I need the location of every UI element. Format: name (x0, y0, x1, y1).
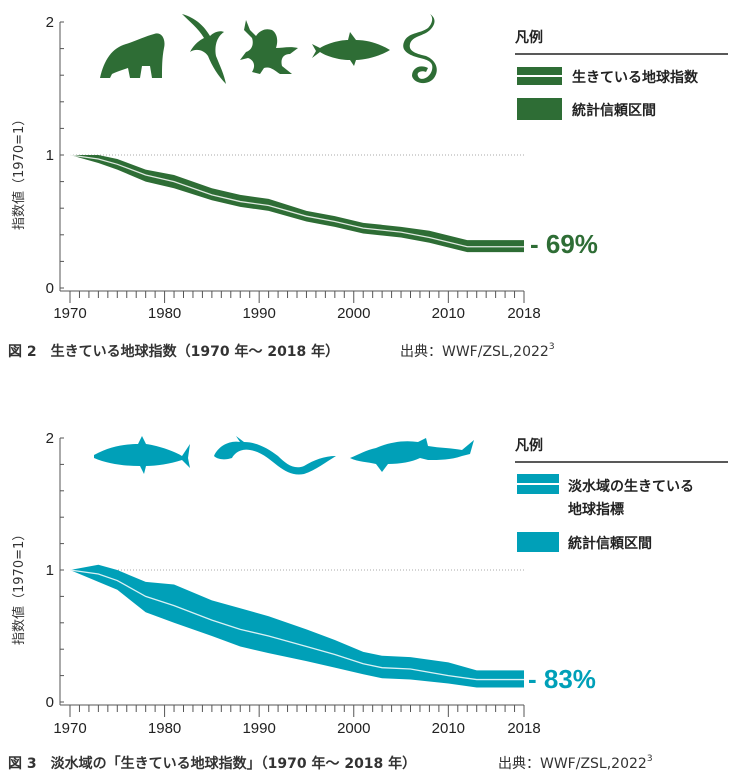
figure-caption: 図 2 生きている地球指数（1970 年～ 2018 年） (8, 343, 339, 360)
confidence-band (70, 564, 524, 688)
y-axis-label: 指数値（1970=1） (11, 113, 27, 230)
x-tick-label: 1980 (148, 305, 181, 322)
animal-icons (100, 14, 437, 84)
plot-chart-1: 0 1 2 1970 1980 1990 2000 2010 2018 (46, 14, 541, 322)
x-tick-label: 2010 (432, 720, 465, 737)
x-tick-label: 1990 (242, 305, 275, 322)
gorilla-icon (100, 33, 165, 78)
source-superscript: 3 (549, 342, 555, 352)
legend-label-index: 生きている地球指数 (572, 69, 699, 86)
source-text: 出典：WWF/ZSL,20223 (400, 342, 555, 360)
sturgeon-icon (350, 438, 474, 472)
legend-label-ci: 統計信頼区間 (568, 535, 652, 552)
index-line (69, 569, 524, 681)
x-tick-label: 1990 (242, 720, 275, 737)
frog-icon (240, 20, 298, 74)
x-tick-label: 2000 (337, 305, 370, 322)
legend-swatch-index (517, 67, 562, 85)
legend-label-index-line2: 地球指標 (568, 501, 624, 518)
y-tick-label: 0 (46, 694, 54, 711)
eel-icon (214, 436, 336, 475)
x-tick-label: 2010 (432, 305, 465, 322)
source: 出典：WWF/ZSL,2022 (400, 344, 549, 360)
x-tick-label: 1980 (148, 720, 181, 737)
y-tick-label: 1 (46, 562, 54, 579)
x-tick-label: 2000 (337, 720, 370, 737)
plot-layer: 0 1 2 1970 1980 1990 2000 2010 2018 0 1 2 1970 1980 19… (46, 14, 541, 737)
y-axis-label: 指数値（1970=1） (11, 528, 27, 645)
x-tick-label: 2018 (507, 305, 540, 322)
legend-swatch-ci (517, 98, 562, 120)
source: 出典：WWF/ZSL,2022 (498, 756, 647, 772)
legend-label-ci: 統計信頼区間 (572, 102, 656, 119)
legend-title: 凡例 (515, 29, 543, 46)
snake-icon (403, 14, 437, 84)
x-tick-label: 1970 (53, 305, 86, 322)
y-tick-label: 2 (46, 430, 54, 447)
chart-1: 指数値（1970=1） 凡例 生きている地球指数 統計信頼区間 - 69% 図 … (8, 14, 728, 360)
decline-annotation: - 69% (530, 229, 598, 259)
source-text: 出典：WWF/ZSL,20223 (498, 754, 653, 772)
fish-icon (312, 32, 390, 66)
bird-icon (182, 14, 226, 84)
animal-icons (94, 436, 474, 475)
x-tick-label: 1970 (53, 720, 86, 737)
y-tick-label: 2 (46, 14, 54, 31)
index-line (69, 154, 524, 248)
legend-swatch-index (517, 474, 559, 494)
legend-title: 凡例 (515, 437, 543, 454)
legend-label-index-line1: 淡水域の生きている (568, 478, 694, 495)
y-tick-label: 1 (46, 147, 54, 164)
source-superscript: 3 (647, 754, 653, 764)
legend-swatch-ci (517, 532, 559, 552)
x-tick-label: 2018 (507, 720, 540, 737)
chart-2: 指数値（1970=1） 凡例 淡水域の生きている 地球指標 統計信頼区間 - 8… (8, 436, 728, 772)
y-tick-label: 0 (46, 280, 54, 297)
salmon-icon (94, 436, 190, 474)
confidence-band (70, 155, 524, 253)
plot-chart-2: 0 1 2 1970 1980 1990 2000 2010 2018 (46, 430, 541, 737)
figure-caption: 図 3 淡水域の「生きている地球指数」（1970 年～ 2018 年） (8, 755, 416, 772)
decline-annotation: - 83% (528, 664, 596, 694)
